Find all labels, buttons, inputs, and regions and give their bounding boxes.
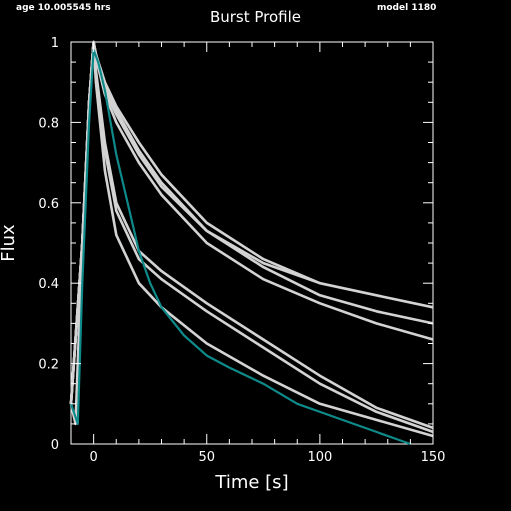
x-axis-title: Time [s] [214, 472, 288, 493]
x-tick-label: 0 [89, 450, 97, 465]
y-tick-label: 0.6 [38, 197, 59, 212]
series-line-4 [87, 40, 321, 285]
chart-title: Burst Profile [209, 8, 302, 26]
x-tick-label: 100 [307, 450, 332, 465]
series-line-6 [69, 40, 434, 434]
axes-layer: 0 50 100 150 0 0.2 0.4 0.6 0.8 1 [38, 36, 445, 465]
x-tick-label: 50 [198, 450, 215, 465]
x-tick-label: 150 [421, 450, 446, 465]
y-tick-label: 0 [51, 438, 59, 453]
y-tick-label: 0.4 [38, 277, 59, 292]
age-label: age 10.005545 hrs [16, 3, 111, 13]
series-line-7 [69, 40, 434, 438]
y-tick-label: 1 [51, 36, 59, 51]
y-tick-label: 0.2 [38, 358, 59, 373]
model-label: model 1180 [377, 3, 437, 13]
series-layer [69, 40, 434, 446]
y-axis-title: Flux [0, 224, 19, 262]
plot-frame [70, 41, 434, 445]
series-line-8 [69, 48, 411, 446]
y-tick-label: 0.8 [38, 116, 59, 131]
